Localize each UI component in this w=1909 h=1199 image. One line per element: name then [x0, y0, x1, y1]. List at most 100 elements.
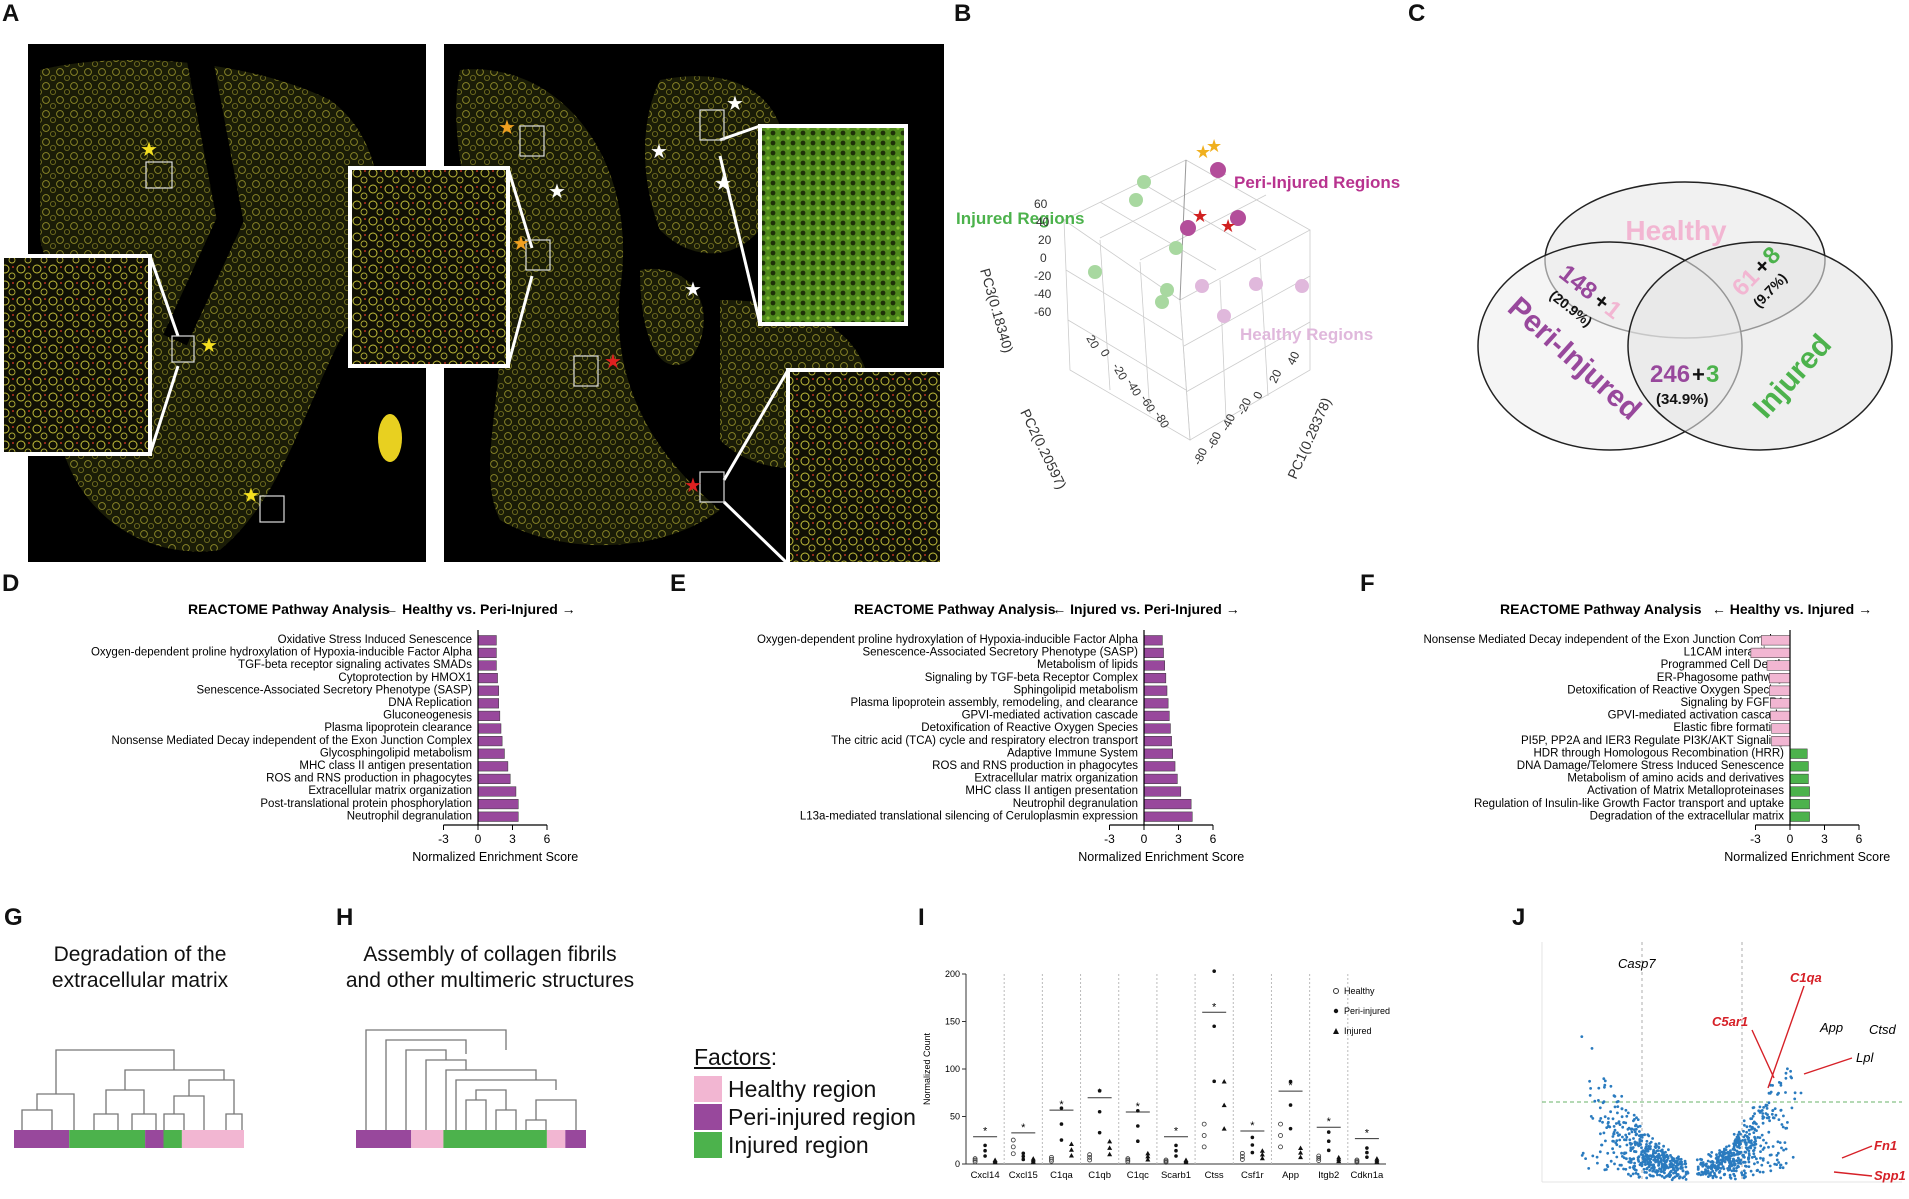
volcano-point [1611, 1135, 1615, 1138]
volcano-point [1745, 1125, 1749, 1129]
volcano-point [1730, 1164, 1734, 1168]
volcano-point [1630, 1130, 1634, 1134]
pc1-tick: 40 [1284, 349, 1303, 367]
volcano-point [1732, 1153, 1735, 1157]
volcano-point [1752, 1148, 1756, 1152]
volcano-point [1751, 1114, 1755, 1118]
volcano-point [1778, 1141, 1782, 1144]
bar-label: Detoxification of Reactive Oxygen Specie… [921, 722, 1138, 734]
point-injured [1145, 1156, 1151, 1162]
point-peri [1250, 1150, 1255, 1155]
volcano-point [1600, 1143, 1603, 1147]
category-label: C1qb [1088, 1170, 1111, 1181]
volcano-point [1706, 1171, 1709, 1175]
bar [1143, 660, 1165, 671]
gene-label-ctsd: Ctsd [1869, 1022, 1897, 1037]
legend-marker [1333, 988, 1339, 994]
volcano-point [1748, 1132, 1751, 1136]
point-healthy [1049, 1156, 1054, 1162]
bar [1771, 736, 1791, 747]
volcano-point [1747, 1139, 1751, 1143]
point-peri [1021, 1151, 1026, 1156]
point-peri [1250, 1143, 1255, 1147]
category-label: Cdkn1a [1351, 1170, 1384, 1181]
volcano-point [1612, 1131, 1616, 1134]
volcano-point [1616, 1111, 1619, 1115]
svg-text:★: ★ [1206, 136, 1222, 156]
point-healthy [1049, 1154, 1054, 1160]
volcano-point [1607, 1117, 1610, 1120]
pc3-tick: 20 [1038, 233, 1052, 247]
panel-h-title-1: Assembly of collagen fibrils [363, 943, 617, 966]
point-injured [1068, 1141, 1074, 1147]
category-label: Ctss [1205, 1170, 1224, 1181]
volcano-point [1732, 1163, 1736, 1167]
bar [1771, 723, 1791, 734]
chart-e: REACTOME Pathway Analysis← Injured vs. P… [757, 601, 1244, 864]
bar [477, 723, 502, 734]
volcano-point [1754, 1139, 1757, 1143]
volcano-point [1767, 1145, 1770, 1149]
chart-i: 0 50 100 150 200 Normalized Count Cxcl14 * Cxcl1… [922, 969, 1390, 1181]
volcano-point [1632, 1164, 1636, 1168]
volcano-point [1644, 1145, 1648, 1149]
volcano-point [1751, 1121, 1755, 1125]
point-healthy [1278, 1133, 1283, 1138]
volcano-point [1722, 1173, 1726, 1177]
legend-peri: Peri-injured region [728, 1103, 916, 1130]
volcano-point [1752, 1131, 1756, 1134]
volcano-point [1643, 1159, 1646, 1163]
volcano-point [1655, 1159, 1658, 1162]
point-injured [1145, 1150, 1151, 1156]
volcano-point [1671, 1158, 1674, 1161]
volcano-point [1660, 1153, 1664, 1157]
volcano-point [1634, 1168, 1638, 1172]
bar [1143, 647, 1164, 658]
volcano-point [1730, 1169, 1734, 1173]
volcano-point [1598, 1119, 1602, 1123]
volcano-point [1744, 1165, 1748, 1168]
volcano-point [1643, 1157, 1646, 1161]
dendrogram-g [14, 1049, 244, 1148]
volcano-point [1652, 1148, 1655, 1152]
volcano-point [1706, 1166, 1710, 1170]
pc2-tick: 20 [1083, 333, 1102, 352]
volcano-point [1596, 1161, 1599, 1165]
volcano-point [1747, 1156, 1750, 1160]
volcano-point [1598, 1106, 1602, 1110]
bar [1750, 647, 1791, 658]
bar [1143, 799, 1192, 810]
x-tick-label: -3 [1750, 832, 1761, 846]
bar-label: Nonsense Mediated Decay independent of t… [111, 735, 472, 747]
volcano-point [1623, 1138, 1626, 1142]
volcano-point [1759, 1156, 1762, 1160]
bar-label: Senescence-Associated Secretory Phenotyp… [196, 684, 472, 696]
volcano-point [1732, 1157, 1735, 1161]
volcano-point [1750, 1117, 1754, 1120]
volcano-point [1651, 1169, 1655, 1173]
volcano-point [1732, 1167, 1736, 1170]
bar [1143, 748, 1173, 759]
volcano-point [1743, 1134, 1747, 1137]
bar-label: Oxygen-dependent proline hydroxylation o… [757, 634, 1139, 646]
volcano-point [1638, 1130, 1641, 1133]
volcano-point [1755, 1157, 1758, 1161]
volcano-point [1743, 1138, 1747, 1142]
point-healthy [1316, 1153, 1322, 1159]
volcano-point [1762, 1146, 1766, 1150]
volcano-point [1771, 1084, 1774, 1087]
point-injured [1183, 1157, 1189, 1163]
volcano-point [1624, 1108, 1628, 1112]
volcano-point [1660, 1148, 1664, 1152]
volcano-point [1651, 1137, 1654, 1140]
volcano-point [1613, 1105, 1617, 1109]
volcano-point [1750, 1141, 1753, 1145]
volcano-point [1606, 1122, 1610, 1125]
point-peri [1212, 1079, 1216, 1084]
volcano-point [1591, 1117, 1595, 1120]
point-peri [1288, 1126, 1293, 1131]
bar-label: ROS and RNS production in phagocytes [266, 773, 472, 785]
volcano-point [1612, 1151, 1616, 1154]
volcano-point [1657, 1152, 1661, 1156]
volcano-point [1723, 1160, 1727, 1164]
